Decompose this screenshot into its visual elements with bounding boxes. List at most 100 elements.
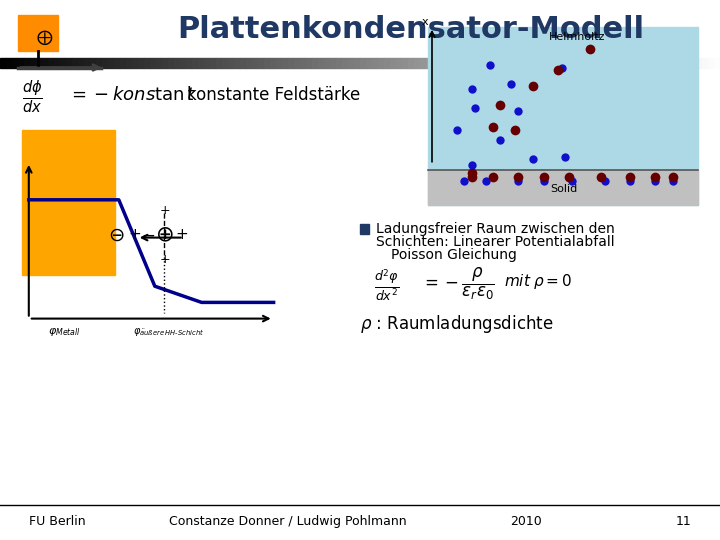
Text: $= -\dfrac{\rho}{\varepsilon_r\varepsilon_0}$: $= -\dfrac{\rho}{\varepsilon_r\varepsilo…: [421, 265, 495, 302]
Text: Plattenkondensator-Modell: Plattenkondensator-Modell: [177, 15, 644, 44]
Text: x: x: [421, 17, 428, 26]
Bar: [330, 58, 336, 68]
Bar: [354, 58, 360, 68]
Bar: [378, 58, 384, 68]
Bar: [546, 58, 552, 68]
Bar: [534, 58, 540, 68]
Text: Schichten: Linearer Potentialabfall: Schichten: Linearer Potentialabfall: [376, 235, 614, 249]
Bar: [336, 58, 342, 68]
Bar: [372, 58, 378, 68]
Bar: [654, 58, 660, 68]
Text: 11: 11: [676, 515, 692, 528]
Bar: [408, 58, 414, 68]
Text: $+$: $+$: [175, 227, 188, 242]
Bar: [324, 58, 330, 68]
Bar: [282, 58, 288, 68]
Bar: [102, 58, 108, 68]
Bar: [666, 58, 672, 68]
Bar: [120, 58, 126, 68]
Bar: [192, 58, 198, 68]
Bar: [18, 58, 24, 68]
Bar: [428, 27, 698, 205]
Bar: [84, 58, 90, 68]
Bar: [690, 58, 696, 68]
Bar: [246, 58, 252, 68]
Bar: [474, 58, 480, 68]
Bar: [174, 58, 180, 68]
Bar: [252, 58, 258, 68]
Text: $\ominus$: $\ominus$: [109, 225, 125, 245]
Bar: [642, 58, 648, 68]
Bar: [54, 58, 60, 68]
Bar: [90, 58, 96, 68]
Text: 2010: 2010: [510, 515, 541, 528]
Bar: [36, 58, 42, 68]
Bar: [168, 58, 174, 68]
Bar: [564, 58, 570, 68]
Bar: [402, 58, 408, 68]
Bar: [96, 58, 102, 68]
Bar: [420, 58, 426, 68]
Bar: [108, 58, 114, 68]
Bar: [492, 58, 498, 68]
Bar: [78, 58, 84, 68]
Text: Poisson Gleichung: Poisson Gleichung: [391, 248, 516, 262]
Bar: [702, 58, 708, 68]
Bar: [132, 58, 138, 68]
Bar: [276, 58, 282, 68]
Bar: [600, 58, 606, 68]
Bar: [18, 15, 58, 51]
Bar: [486, 58, 492, 68]
Text: Ladungsfreier Raum zwischen den: Ladungsfreier Raum zwischen den: [376, 222, 615, 236]
Text: Solid: Solid: [550, 184, 577, 194]
Bar: [312, 58, 318, 68]
Bar: [186, 58, 192, 68]
Bar: [606, 58, 612, 68]
Bar: [48, 58, 54, 68]
Bar: [462, 58, 468, 68]
Bar: [618, 58, 624, 68]
Bar: [288, 58, 294, 68]
Bar: [552, 58, 558, 68]
Bar: [588, 58, 594, 68]
Bar: [540, 58, 546, 68]
Bar: [360, 224, 369, 234]
Bar: [270, 58, 276, 68]
Text: $+$: $+$: [158, 253, 170, 266]
Bar: [150, 58, 156, 68]
Bar: [678, 58, 684, 68]
Bar: [558, 58, 564, 68]
Text: FU Berlin: FU Berlin: [30, 515, 86, 528]
Text: konstante Feldstärke: konstante Feldstärke: [187, 85, 360, 104]
Text: $+$: $+$: [158, 204, 170, 217]
Bar: [222, 58, 228, 68]
Bar: [714, 58, 720, 68]
Bar: [636, 58, 642, 68]
Text: $mit\;\rho = 0$: $mit\;\rho = 0$: [504, 272, 572, 292]
Bar: [234, 58, 240, 68]
Bar: [648, 58, 654, 68]
Bar: [156, 58, 162, 68]
Bar: [516, 58, 522, 68]
Bar: [138, 58, 144, 68]
Text: $+$: $+$: [128, 227, 141, 242]
Bar: [180, 58, 186, 68]
Bar: [428, 170, 698, 205]
Bar: [294, 58, 300, 68]
Bar: [60, 58, 66, 68]
Bar: [144, 58, 150, 68]
Bar: [444, 58, 450, 68]
Bar: [630, 58, 636, 68]
Bar: [210, 58, 216, 68]
Bar: [480, 58, 486, 68]
Bar: [498, 58, 504, 68]
Bar: [42, 58, 48, 68]
Bar: [594, 58, 600, 68]
Bar: [264, 58, 270, 68]
Bar: [468, 58, 474, 68]
Text: $\bigoplus$: $\bigoplus$: [36, 29, 53, 47]
Bar: [450, 58, 456, 68]
Bar: [426, 58, 432, 68]
Bar: [360, 58, 366, 68]
Bar: [504, 58, 510, 68]
